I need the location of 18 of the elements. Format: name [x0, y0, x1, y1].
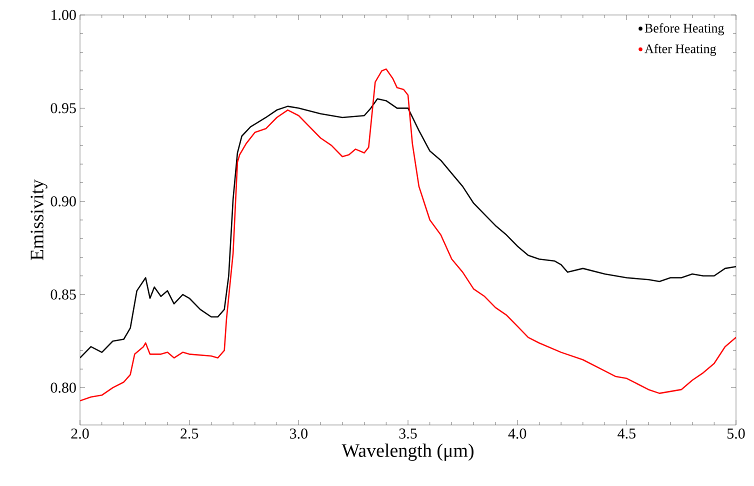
y-axis-title: Emissivity: [30, 179, 48, 260]
legend-label: After Heating: [644, 44, 716, 56]
x-tick-label: 2.0: [71, 428, 89, 439]
y-tick-label: 0.90: [50, 196, 76, 206]
x-tick-label: 4.0: [508, 428, 526, 439]
y-tick-label: 0.95: [50, 103, 76, 114]
x-tick-label: 2.5: [180, 428, 198, 439]
line-series: [80, 98, 736, 359]
x-axis-title: Wavelength (μm): [342, 444, 474, 461]
legend-label: Before Heating: [644, 23, 724, 36]
y-tick-label: 1.00: [52, 10, 76, 20]
y-tick-label: 0.85: [50, 289, 76, 300]
line-series: [80, 68, 736, 402]
y-tick-label: 0.80: [50, 382, 76, 393]
x-tick-label: 5.0: [728, 428, 745, 439]
x-tick-label: 3.5: [399, 428, 417, 439]
x-tick-label: 3.0: [290, 428, 308, 439]
x-tick-label: 4.5: [618, 428, 636, 439]
